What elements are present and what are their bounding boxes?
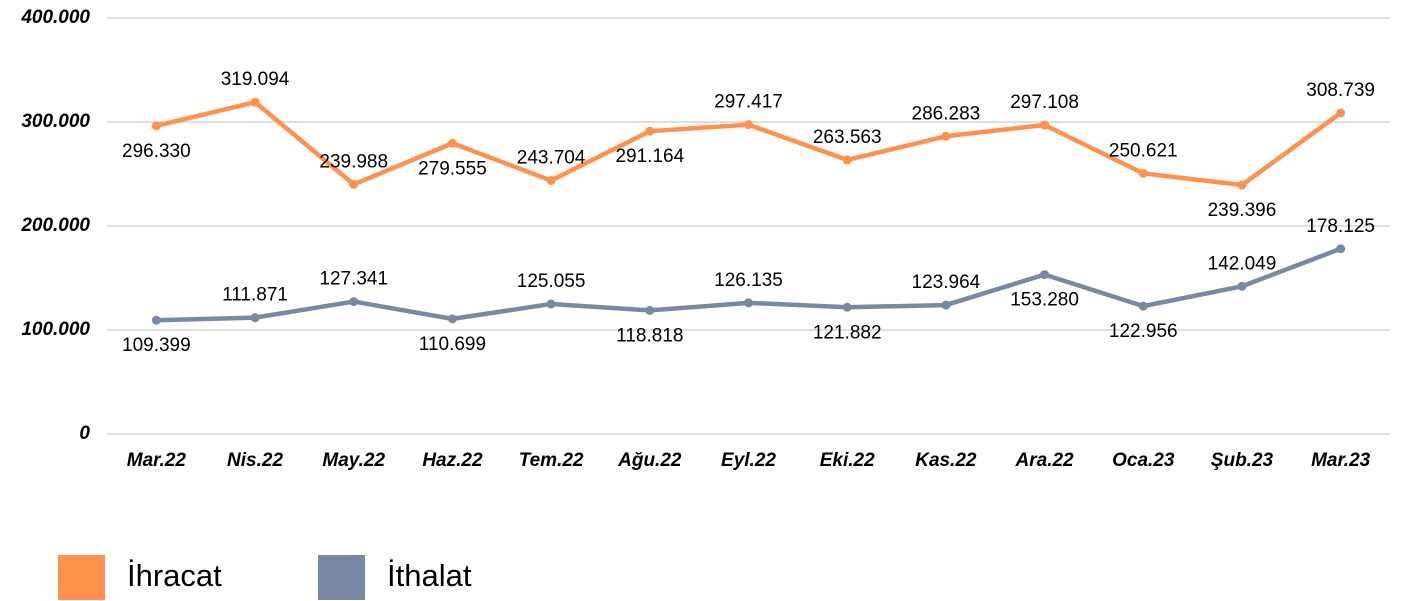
x-tick-label: Ağu.22: [617, 450, 682, 471]
data-label: 127.341: [319, 269, 388, 290]
y-tick-label: 300.000: [21, 111, 90, 132]
data-point: [250, 97, 260, 107]
data-label: 296.330: [122, 141, 191, 162]
data-label: 118.818: [616, 325, 683, 346]
x-tick-label: Oca.23: [1112, 450, 1175, 471]
data-label: 123.964: [912, 272, 981, 293]
data-label: 122.956: [1109, 321, 1178, 342]
legend-swatch: [58, 555, 105, 600]
data-label: 153.280: [1010, 290, 1079, 311]
data-label: 126.135: [714, 270, 783, 291]
x-tick-label: Şub.23: [1211, 450, 1274, 471]
data-point: [645, 126, 655, 136]
data-label: 286.283: [912, 103, 981, 124]
data-point: [941, 131, 951, 141]
x-tick-label: Tem.22: [519, 450, 584, 471]
data-point: [1237, 281, 1247, 291]
data-label: 250.621: [1109, 140, 1178, 161]
data-point: [1040, 270, 1050, 280]
data-label: 239.988: [319, 151, 388, 172]
data-point: [744, 298, 753, 308]
x-tick-label: Nis.22: [227, 450, 283, 471]
data-label: 319.094: [221, 69, 290, 90]
x-tick-label: Eyl.22: [721, 450, 776, 471]
data-point: [1336, 244, 1346, 254]
data-label: 297.417: [714, 92, 783, 113]
data-label: 239.396: [1208, 200, 1277, 221]
data-label: 291.164: [615, 146, 684, 167]
x-tick-label: Haz.22: [422, 450, 483, 471]
x-tick-label: Ara.22: [1015, 450, 1075, 471]
data-label: 297.108: [1010, 92, 1079, 113]
data-label: 111.871: [222, 285, 288, 306]
data-point: [1138, 168, 1148, 178]
data-label: 109.399: [122, 335, 191, 356]
data-point: [151, 315, 161, 325]
data-point: [1040, 120, 1050, 130]
x-tick-label: Mar.23: [1311, 450, 1371, 471]
data-label: 121.882: [813, 322, 882, 343]
data-point: [250, 313, 260, 323]
data-label: 142.049: [1208, 253, 1277, 274]
data-point: [645, 305, 655, 315]
data-point: [941, 300, 951, 310]
data-point: [842, 155, 852, 165]
x-tick-label: Kas.22: [915, 450, 977, 471]
data-label: 110.699: [419, 334, 486, 355]
data-point: [744, 120, 753, 130]
data-label: 125.055: [517, 271, 586, 292]
data-point: [447, 138, 457, 148]
data-point: [1336, 108, 1346, 118]
data-point: [349, 297, 359, 307]
data-point: [546, 176, 556, 186]
data-label: 279.555: [418, 158, 487, 179]
data-label: 178.125: [1306, 216, 1375, 237]
data-point: [349, 179, 359, 189]
data-point: [1138, 301, 1148, 311]
x-tick-label: Eki.22: [820, 450, 875, 471]
data-point: [1237, 180, 1247, 190]
data-label: 308.739: [1306, 80, 1375, 101]
x-tick-label: May.22: [322, 450, 385, 471]
x-tick-label: Mar.22: [127, 450, 187, 471]
y-tick-label: 100.000: [21, 319, 90, 340]
legend-label: İhracat: [127, 558, 222, 593]
y-tick-label: 400.000: [20, 7, 90, 28]
data-point: [842, 302, 852, 312]
data-point: [447, 314, 457, 324]
y-tick-label: 0: [79, 423, 90, 444]
y-tick-label: 200.000: [20, 215, 90, 236]
data-label: 243.704: [517, 148, 586, 169]
data-label: 263.563: [813, 127, 882, 148]
data-point: [546, 299, 556, 309]
data-point: [151, 121, 161, 131]
legend-label: İthalat: [387, 558, 472, 593]
legend-swatch: [318, 555, 365, 600]
